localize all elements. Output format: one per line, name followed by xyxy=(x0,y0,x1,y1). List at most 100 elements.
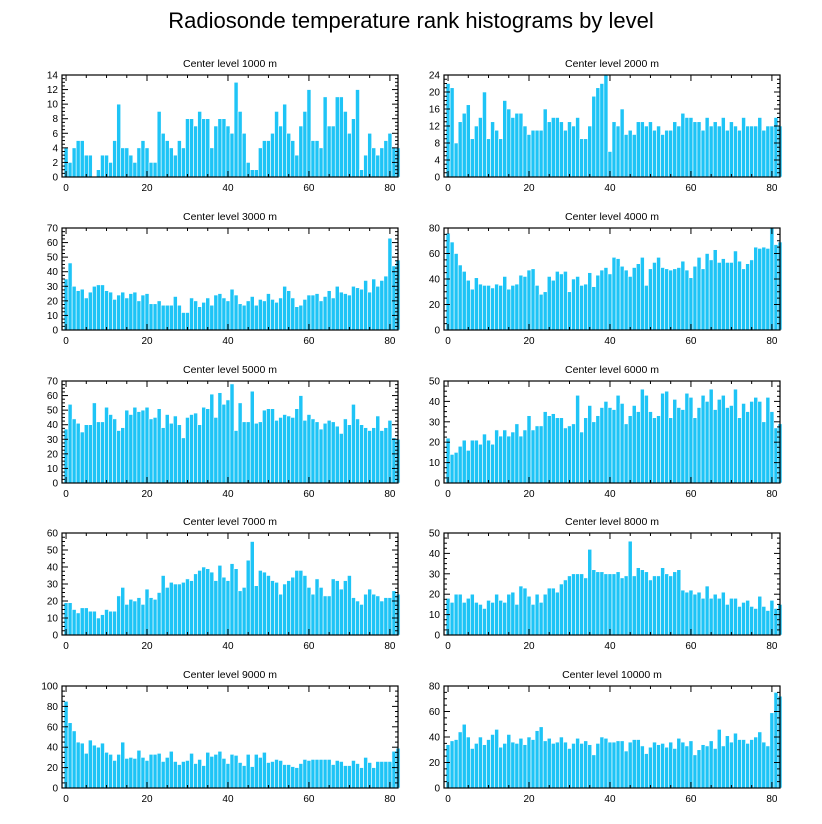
bar xyxy=(371,427,377,484)
bar xyxy=(559,273,564,331)
x-tick-label: 20 xyxy=(523,336,535,347)
bar xyxy=(635,567,641,636)
panel-title: Center level 5000 m xyxy=(183,364,277,376)
bar xyxy=(67,162,73,178)
bar xyxy=(262,140,267,178)
bar xyxy=(652,741,657,789)
bar xyxy=(262,571,267,636)
bar xyxy=(334,760,340,789)
x-tick-label: 60 xyxy=(685,183,697,194)
bar xyxy=(708,388,714,484)
bar xyxy=(680,589,686,636)
bar xyxy=(733,597,738,636)
bar xyxy=(266,762,271,789)
bar xyxy=(712,748,718,789)
bar xyxy=(729,597,734,636)
bar xyxy=(563,741,568,789)
bar xyxy=(330,297,336,331)
bar xyxy=(375,595,381,636)
bar xyxy=(502,743,508,789)
bar xyxy=(514,112,520,178)
bar xyxy=(318,428,324,484)
bar xyxy=(753,608,759,636)
bar xyxy=(769,125,775,178)
bar xyxy=(181,581,186,636)
bar xyxy=(700,597,706,636)
bar xyxy=(148,162,154,178)
bar xyxy=(753,736,759,789)
y-tick-label: 70 xyxy=(47,377,59,388)
bar xyxy=(108,291,113,331)
bar xyxy=(233,430,239,484)
bar xyxy=(461,271,467,331)
bar xyxy=(217,118,223,178)
bar xyxy=(201,302,207,331)
bar xyxy=(506,734,512,789)
bar xyxy=(546,276,552,331)
bar xyxy=(266,140,271,178)
y-tick-label: 40 xyxy=(47,743,59,754)
bar xyxy=(591,95,597,178)
bar xyxy=(708,740,714,789)
bar xyxy=(676,267,682,331)
bar xyxy=(534,285,540,331)
bar xyxy=(538,425,544,484)
bar xyxy=(583,740,589,789)
bar xyxy=(213,754,219,789)
bar xyxy=(177,424,182,484)
x-tick-label: 80 xyxy=(766,641,778,652)
bar xyxy=(550,117,556,178)
bar xyxy=(514,604,520,636)
bar xyxy=(684,591,690,636)
bar xyxy=(579,431,584,484)
y-tick-label: 0 xyxy=(52,326,58,337)
bar xyxy=(664,129,669,178)
bar xyxy=(559,583,564,636)
bar xyxy=(282,414,287,484)
y-tick-label: 40 xyxy=(429,733,441,744)
x-tick-label: 0 xyxy=(63,183,69,194)
bar xyxy=(461,112,467,178)
bar xyxy=(478,443,483,484)
bar xyxy=(330,578,336,636)
bar xyxy=(136,749,142,789)
bar xyxy=(575,276,580,331)
bar xyxy=(457,731,463,789)
bar xyxy=(132,758,138,789)
bar xyxy=(595,415,601,484)
bar xyxy=(692,265,698,331)
bar xyxy=(712,593,718,636)
bar xyxy=(100,284,105,331)
bar xyxy=(120,147,126,178)
x-tick-label: 80 xyxy=(384,183,396,194)
bar xyxy=(298,763,304,789)
bar xyxy=(498,435,503,484)
bar xyxy=(563,271,568,331)
bar xyxy=(631,575,637,636)
y-tick-label: 10 xyxy=(47,100,59,111)
bar xyxy=(700,744,706,789)
bar xyxy=(498,285,503,331)
bar xyxy=(664,390,669,484)
bar xyxy=(498,600,503,636)
bar xyxy=(688,740,694,789)
bar xyxy=(449,602,455,636)
bar xyxy=(221,576,227,636)
bar xyxy=(310,759,316,789)
bar xyxy=(559,121,564,178)
bar xyxy=(282,583,287,636)
bar xyxy=(716,125,722,178)
bar xyxy=(522,125,528,178)
bar xyxy=(627,129,633,178)
bar xyxy=(563,129,568,178)
bar xyxy=(241,765,247,789)
bar xyxy=(136,411,142,484)
bar xyxy=(571,573,576,636)
bar xyxy=(506,435,512,484)
panel-8: Center level 8000 m 0 20 40 60 80 0 10 20 30 40 50 xyxy=(429,516,783,652)
bar xyxy=(193,763,198,789)
panel-1: Center level 1000 m 0 20 40 60 80 0 2 4 6 8 10 12 14 xyxy=(47,58,401,194)
panel-10: Center level 10000 m 0 20 40 60 80 0 20 40 60 80 xyxy=(429,669,783,805)
bar xyxy=(120,741,126,789)
bar xyxy=(347,765,352,789)
